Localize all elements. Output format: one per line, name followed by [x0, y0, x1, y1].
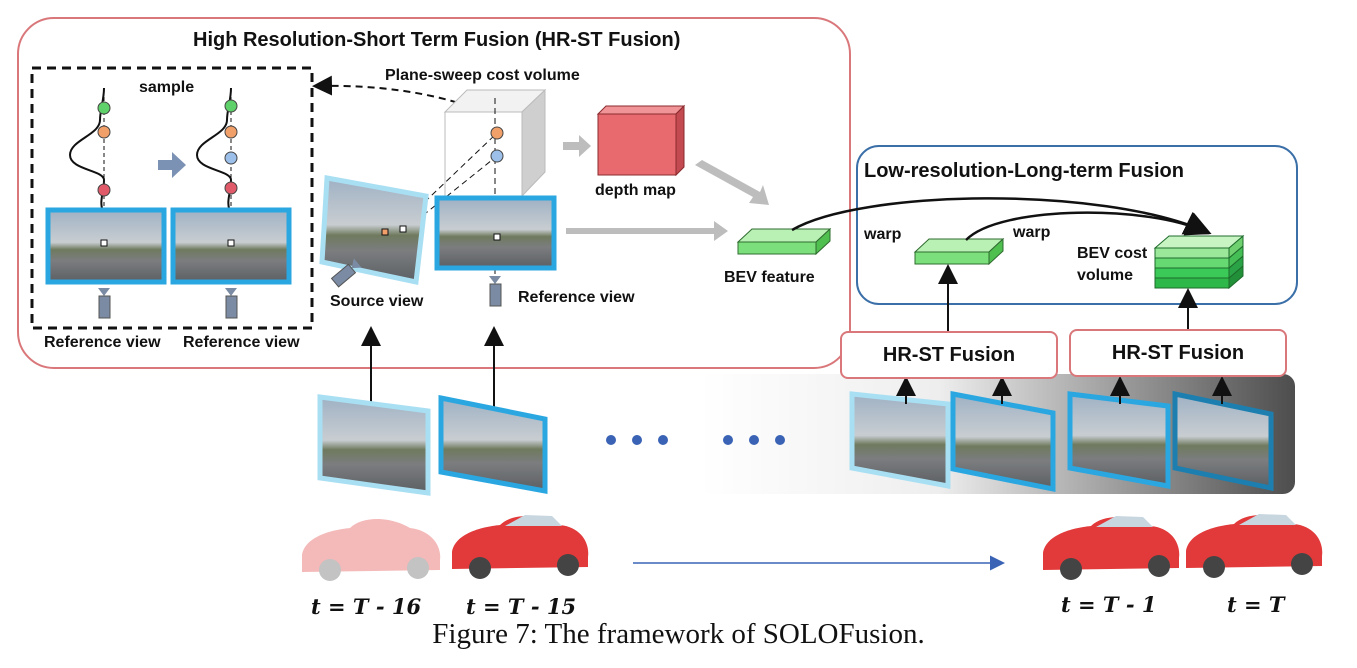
warp-slab [913, 237, 1005, 266]
bev-cost-volume-stack [1153, 234, 1245, 290]
sample-label: sample [139, 79, 195, 96]
arrow-cube-to-depth [563, 135, 591, 157]
camera-icon-left1 [98, 288, 111, 319]
lrlt-box [856, 145, 1298, 305]
reference-view-frame [434, 195, 557, 271]
ellipsis-dots-1 [606, 435, 668, 445]
frame-right-4 [1172, 390, 1274, 492]
hrst-outer-box [17, 17, 851, 369]
hrst-fusion-box-1: HR-ST Fusion [840, 331, 1058, 379]
bev-cost-label-1: BEV cost [1077, 245, 1148, 262]
sample-dashed-arrow [312, 75, 481, 111]
reference-view-label-left2: Reference view [183, 334, 300, 351]
depth-map-label: depth map [595, 182, 676, 199]
figure-caption: Figure 7: The framework of SOLOFusion. [432, 618, 925, 650]
sample-arrow [158, 152, 186, 178]
sample-frame-right [170, 207, 292, 285]
hrst-fusion-box-2: HR-ST Fusion [1069, 329, 1287, 377]
arrow-depth-to-bev [695, 160, 769, 205]
car-t-16 [302, 519, 441, 581]
bev-feature-label: BEV feature [724, 269, 815, 286]
sample-right-profile [195, 87, 238, 216]
frame-t-16 [317, 394, 431, 496]
time-label-t-1: t = T - 1 [1061, 592, 1157, 617]
sample-frame-left [45, 207, 167, 285]
reference-view-label-left1: Reference view [44, 334, 161, 351]
car-t-15 [452, 515, 589, 579]
hrst-box-title: High Resolution-Short Term Fusion (HR-ST… [193, 29, 681, 51]
time-label-t-16: t = T - 16 [311, 594, 422, 619]
source-view-label: Source view [330, 293, 424, 310]
cost-point-orange [490, 126, 504, 140]
warp-label-2: warp [1013, 224, 1051, 241]
bev-feature-slab [736, 227, 832, 256]
car-t-1 [1043, 516, 1180, 580]
car-t [1186, 514, 1323, 578]
source-view-frame [319, 175, 429, 286]
cost-point-blue [490, 149, 504, 163]
warp-curve-long [791, 197, 1212, 236]
frame-t-15 [438, 394, 548, 494]
warp-label-1: warp [864, 226, 902, 243]
camera-icon-source [330, 258, 362, 288]
time-label-t-15: t = T - 15 [466, 594, 577, 619]
frame-right-1 [849, 391, 951, 490]
time-label-t: t = T [1227, 592, 1285, 617]
arrow-ref-to-bev [566, 221, 728, 241]
lrlt-box-title: Low-resolution-Long-term Fusion [864, 160, 1184, 182]
warp-curve-short [965, 211, 1210, 241]
sample-left-profile [68, 87, 111, 216]
depth-map-block [596, 104, 686, 177]
camera-icon-reference [489, 276, 502, 307]
sample-dashed-box [30, 66, 314, 330]
frame-right-2 [950, 390, 1056, 493]
camera-icon-left2 [225, 288, 238, 319]
bev-cost-label-2: volume [1077, 267, 1134, 284]
plane-sweep-label: Plane-sweep cost volume [385, 67, 580, 84]
ellipsis-dots-2 [723, 435, 785, 445]
frame-right-3 [1067, 391, 1171, 490]
reference-view-label: Reference view [518, 289, 635, 306]
